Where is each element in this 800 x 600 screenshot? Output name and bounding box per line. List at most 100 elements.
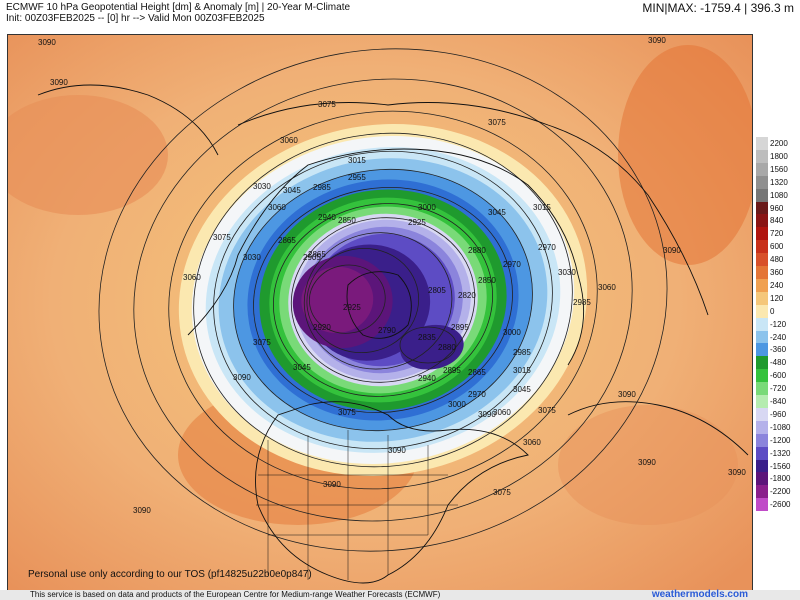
legend-swatch	[756, 266, 768, 279]
legend-label: 720	[770, 229, 784, 239]
contour-label: 2925	[408, 218, 426, 227]
legend-swatch	[756, 472, 768, 486]
contour-label: 3030	[243, 253, 261, 262]
legend-label: -840	[770, 397, 787, 406]
positive-anomaly-patch	[558, 405, 738, 525]
us-state-lines	[256, 430, 458, 580]
legend-label: -1080	[770, 422, 791, 432]
coastlines	[37, 84, 749, 584]
legend-label: -960	[770, 409, 787, 419]
contour-label: 3090	[233, 373, 251, 382]
contour-label: 3090	[663, 246, 681, 255]
legend-entry: 120	[756, 291, 796, 305]
footer-bar: This service is based on data and produc…	[0, 589, 800, 600]
legend-swatch	[756, 407, 768, 421]
contour-label: 2985	[513, 348, 531, 357]
legend-swatch	[756, 304, 768, 318]
contour-label: 2970	[468, 390, 486, 399]
legend-label: 120	[770, 293, 784, 303]
height-contours	[98, 48, 668, 552]
color-legend: 2200 1800 1560 1320 1080 960 840 720 600 480 360 24…	[756, 137, 796, 517]
legend-swatch	[756, 356, 768, 370]
contour-label: 3075	[338, 408, 356, 417]
contour-label: 3015	[533, 203, 551, 212]
legend-label: -720	[770, 384, 787, 394]
legend-swatch	[756, 485, 768, 499]
legend-swatch	[756, 291, 768, 305]
legend-entry: -2600	[756, 498, 796, 512]
legend-swatch	[756, 369, 768, 383]
contour-label: 3075	[318, 100, 336, 109]
footer-disclaimer: This service is based on data and produc…	[30, 590, 441, 599]
legend-label: 1560	[770, 164, 788, 174]
contour-label: 2880	[468, 246, 486, 255]
contour-label: 2970	[538, 243, 556, 252]
legend-entry: -240	[756, 330, 796, 344]
legend-swatch	[756, 459, 768, 473]
legend-label: 240	[770, 280, 784, 290]
contour-label: 2955	[348, 173, 366, 182]
contour-label: 3090	[50, 78, 68, 87]
legend-label: -120	[770, 319, 787, 329]
init-valid-line: Init: 00Z03FEB2025 -- [0] hr --> Valid M…	[6, 13, 265, 24]
legend-label: 2200	[770, 139, 788, 148]
legend-swatch	[756, 330, 768, 344]
legend-label: 840	[770, 216, 784, 226]
legend-entry: -2200	[756, 485, 796, 499]
contour-label: 2905	[303, 253, 321, 262]
contour-label: 2985	[313, 183, 331, 192]
legend-swatch	[756, 420, 768, 434]
legend-entry: 960	[756, 201, 796, 215]
contour-label: 2865	[308, 250, 326, 259]
contour-label: 2820	[458, 291, 476, 300]
contour-labels: 3090 3090 3090 3075 3060 3045 3030 3015 2985 2955…	[38, 36, 746, 515]
contour-label: 3075	[213, 233, 231, 242]
legend-swatch	[756, 137, 768, 150]
legend-swatch	[756, 175, 768, 189]
legend-entry: -360	[756, 343, 796, 357]
legend-entry: 1560	[756, 162, 796, 176]
legend-label: -1200	[770, 435, 791, 445]
contour-label: 3060	[183, 273, 201, 282]
legend-entry: -120	[756, 317, 796, 331]
contour-label: 3060	[523, 438, 541, 447]
brand-link[interactable]: weathermodels.com	[651, 589, 748, 600]
legend-entry: -960	[756, 407, 796, 421]
legend-label: 1080	[770, 190, 788, 200]
legend-entry: 2200	[756, 137, 796, 150]
contour-label: 3045	[293, 363, 311, 372]
legend-label: 360	[770, 268, 784, 277]
contour-label: 2940	[318, 213, 336, 222]
contour-label: 3015	[513, 366, 531, 375]
contour-label: 2865	[468, 368, 486, 377]
legend-swatch	[756, 382, 768, 396]
contour-label: 2835	[418, 333, 436, 342]
arctic-coast	[187, 148, 585, 366]
contour-label: 3075	[538, 406, 556, 415]
legend-swatch	[756, 240, 768, 254]
legend-swatch	[756, 395, 768, 408]
legend-entry: -1200	[756, 433, 796, 447]
contour-label: 3090	[478, 410, 496, 419]
atlantic-coast	[567, 401, 749, 456]
legend-swatch	[756, 498, 768, 512]
contour-label: 3060	[268, 203, 286, 212]
contour-label: 3090	[133, 506, 151, 515]
tos-note: Personal use only according to our TOS (…	[28, 569, 312, 580]
legend-entry: 600	[756, 240, 796, 254]
legend-swatch	[756, 162, 768, 176]
contour-label: 3060	[493, 408, 511, 417]
contour-label: 3060	[280, 136, 298, 145]
contour-label: 2970	[503, 260, 521, 269]
positive-anomaly-patch	[618, 45, 752, 265]
contour-label: 3030	[253, 182, 271, 191]
legend-label: -1320	[770, 448, 791, 458]
min-max-readout: MIN|MAX: -1759.4 | 396.3 m	[642, 1, 794, 15]
legend-label: 0	[770, 306, 775, 316]
legend-entry: -1800	[756, 472, 796, 486]
geopotential-map[interactable]: 3090 3090 3090 3075 3060 3045 3030 3015 2985 2955…	[7, 34, 753, 592]
contour-label: 3060	[598, 283, 616, 292]
contour-label: 2925	[343, 303, 361, 312]
legend-entry: 1320	[756, 175, 796, 189]
contour-label: 2805	[428, 286, 446, 295]
